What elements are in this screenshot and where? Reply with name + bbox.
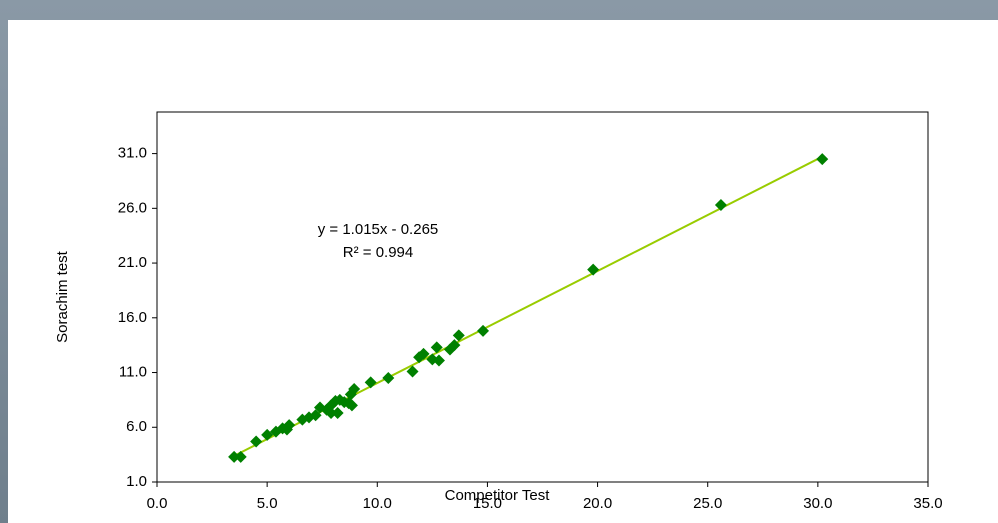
point (406, 365, 419, 378)
equation: y = 1.015x - 0.265 (318, 221, 439, 238)
plot-area (156, 111, 929, 483)
y-tick-label: 6.0 (126, 418, 147, 435)
point (587, 263, 600, 276)
y-tick-label: 31.0 (118, 145, 147, 162)
point (364, 376, 377, 389)
y-tick-label: 1.0 (126, 473, 147, 490)
point (228, 450, 241, 463)
chart-panel (8, 20, 998, 523)
point (348, 382, 361, 395)
point (477, 324, 490, 337)
point (261, 428, 274, 441)
r-squared: R² = 0.994 (343, 244, 413, 261)
x-tick-label: 30.0 (803, 495, 832, 512)
x-tick-label: 20.0 (583, 495, 612, 512)
point (430, 341, 443, 354)
point (345, 399, 358, 412)
y-tick-label: 21.0 (118, 254, 147, 271)
point (714, 199, 727, 212)
point (331, 407, 344, 420)
point (250, 435, 263, 448)
y-tick-label: 16.0 (118, 309, 147, 326)
x-axis-title: Competitor Test (445, 487, 551, 504)
point (234, 450, 247, 463)
point (309, 409, 322, 422)
y-tick-label: 11.0 (119, 364, 147, 381)
x-tick-label: 15.0 (473, 495, 502, 512)
y-axis-title: Sorachim test (54, 250, 71, 343)
x-tick-label: 35.0 (913, 495, 942, 512)
point (325, 407, 338, 420)
x-tick-label: 10.0 (363, 495, 392, 512)
point (816, 153, 829, 166)
point (448, 339, 461, 352)
x-tick-label: 25.0 (693, 495, 722, 512)
point (432, 354, 445, 367)
point (283, 419, 296, 432)
point (452, 329, 465, 342)
point (417, 347, 430, 360)
x-tick-label: 5.0 (257, 495, 278, 512)
x-tick-label: 0.0 (147, 495, 168, 512)
point (382, 372, 395, 385)
y-tick-label: 26.0 (118, 199, 147, 216)
